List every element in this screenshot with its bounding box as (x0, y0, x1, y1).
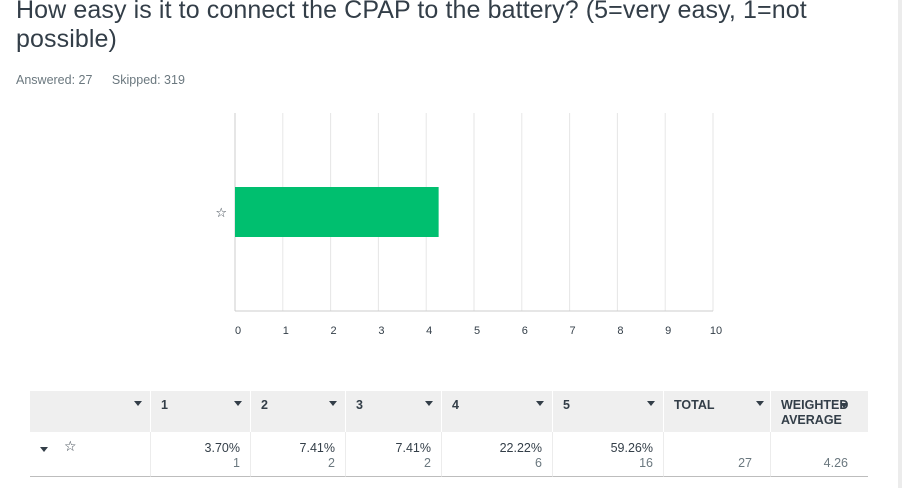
table-row: ☆ 3.70% 1 7.41% 2 7.41% 2 22.22% 6 59.26… (30, 432, 868, 477)
header-col-total[interactable]: TOTAL (664, 391, 771, 432)
skipped-count: Skipped: 319 (111, 73, 185, 87)
weighted-label: WEIGHTED (781, 398, 849, 412)
question-title: How easy is it to connect the CPAP to th… (16, 0, 807, 53)
weighted-average-value: 4.26 (823, 456, 848, 470)
cell-col-4: 22.22% 6 (442, 432, 553, 477)
cell-count: 16 (639, 456, 653, 470)
answered-count: Answered: 27 (16, 73, 93, 87)
x-tick-label: 5 (474, 325, 480, 337)
cell-count: 6 (535, 456, 542, 470)
results-table: 1 2 3 4 5 TOTAL (30, 391, 868, 477)
cell-col-5: 59.26% 16 (553, 432, 664, 477)
sort-caret-icon[interactable] (756, 401, 764, 406)
cell-count: 1 (233, 456, 240, 470)
x-tick-label: 4 (426, 325, 432, 337)
sort-caret-icon[interactable] (134, 401, 142, 406)
header-col-2[interactable]: 2 (251, 391, 346, 432)
cell-count: 2 (424, 456, 431, 470)
row-label-cell: ☆ (30, 432, 151, 477)
cell-percent: 59.26% (610, 441, 653, 455)
sort-caret-icon[interactable] (425, 401, 433, 406)
header-col-weighted-average[interactable]: WEIGHTED AVERAGE (771, 391, 868, 432)
response-meta: Answered: 27 Skipped: 319 (16, 73, 201, 87)
cell-percent: 7.41% (299, 441, 335, 455)
x-tick-label: 8 (617, 325, 623, 337)
star-icon: ☆ (215, 206, 227, 221)
x-tick-label: 10 (710, 325, 722, 337)
x-tick-label: 3 (378, 325, 384, 337)
x-tick-label: 2 (331, 325, 337, 337)
cell-col-1: 3.70% 1 (151, 432, 251, 477)
header-col-3[interactable]: 3 (346, 391, 442, 432)
sort-caret-icon[interactable] (840, 403, 848, 408)
cell-weighted-average: 4.26 (771, 432, 868, 477)
bar (235, 187, 439, 237)
average-label: AVERAGE (781, 413, 842, 427)
scroll-edge (898, 0, 902, 488)
table-header-row: 1 2 3 4 5 TOTAL (30, 391, 868, 432)
sort-caret-icon[interactable] (647, 401, 655, 406)
cell-percent: 3.70% (204, 441, 240, 455)
cell-percent: 7.41% (395, 441, 431, 455)
x-tick-label: 7 (570, 325, 576, 337)
x-tick-label: 6 (522, 325, 528, 337)
total-value: 27 (738, 456, 752, 470)
x-tick-label: 1 (283, 325, 289, 337)
sort-caret-icon[interactable] (329, 401, 337, 406)
x-tick-label: 0 (235, 325, 241, 337)
cell-col-2: 7.41% 2 (251, 432, 346, 477)
cell-percent: 22.22% (499, 441, 542, 455)
cell-count: 2 (328, 456, 335, 470)
star-icon: ☆ (64, 438, 77, 454)
x-tick-label: 9 (665, 325, 671, 337)
sort-caret-icon[interactable] (234, 401, 242, 406)
header-col-1[interactable]: 1 (151, 391, 251, 432)
header-col-5[interactable]: 5 (553, 391, 664, 432)
cell-total: 27 (664, 432, 771, 477)
bar-chart: 0 1 2 3 4 5 6 7 8 9 10 ☆ (215, 113, 722, 337)
cell-col-3: 7.41% 2 (346, 432, 442, 477)
sort-caret-icon[interactable] (536, 401, 544, 406)
header-col-4[interactable]: 4 (442, 391, 553, 432)
expand-caret-icon[interactable] (40, 447, 48, 452)
header-row-label (30, 391, 151, 432)
